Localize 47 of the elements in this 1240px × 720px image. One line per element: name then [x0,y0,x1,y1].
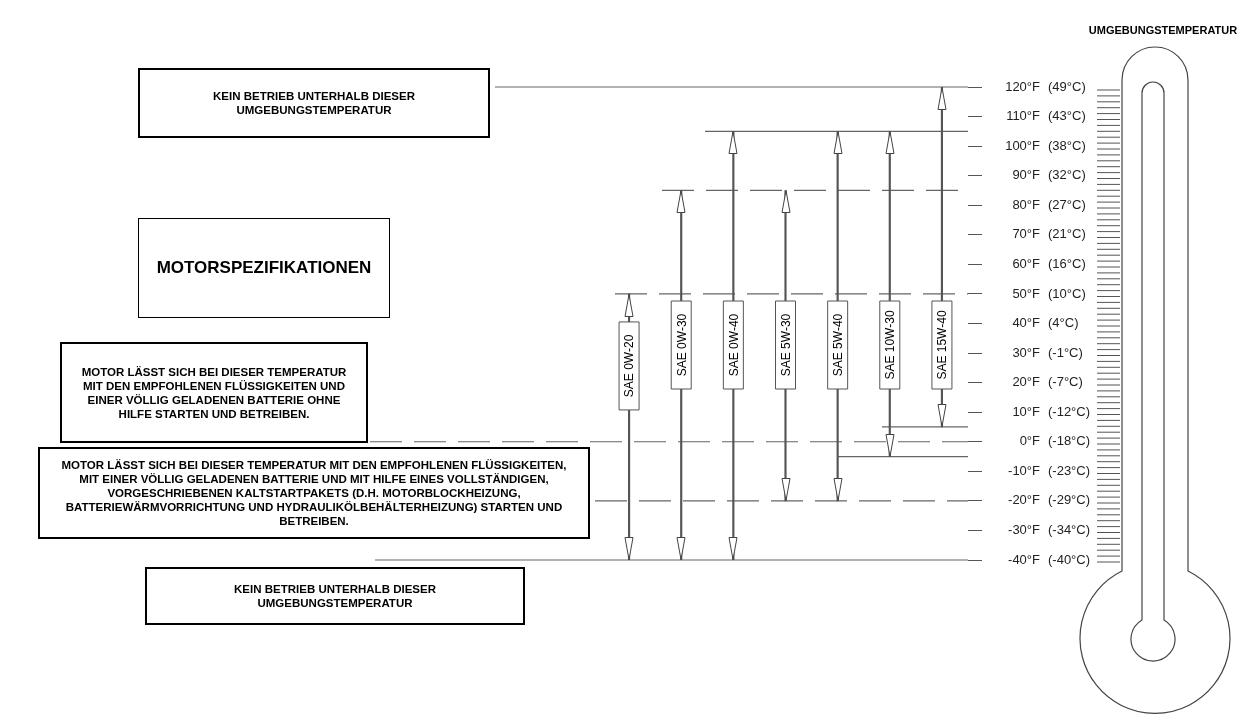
x-tick-label: SAE 15W-40 [935,310,950,380]
text: MOTOR LÄSST SICH BEI DIESER TEMPERATUR MIT DEN EMPFOHLENEN FLÜSSIGKEITEN, MIT EINER VÖLLIG GELADENEN BATTERIE UND MIT HILFE EINES VOLLSTÄNDIGEN, VORGESCHRIEBENEN KALTSTARTPAKETS (D.H. MOTORBLOCKHEIZUNG, BATTERIEWÄRMVORRICHTUNG UND HYDRAULIKÖLBEHÄLTERHEIZUNG) STARTEN UND BETREIBEN. [38,447,590,539]
x-tick-label: SAE 10W-30 [883,310,898,380]
y-tick-label: 0°F [1019,433,1041,449]
text: MOTORSPEZIFIKATIONEN [138,218,390,318]
y2-tick-label: (21°C) [1048,226,1086,242]
y2-tick-label: (16°C) [1048,255,1086,271]
y2-tick-label: (49°C) [1048,78,1086,94]
y-tick-label: 80°F [1012,196,1041,212]
y-tick-label: -30°F [1008,522,1041,538]
y2-tick-label: (-12°C) [1048,403,1091,419]
y-tick-label: 110°F [1006,108,1041,124]
y-tick-label: -40°F [1008,551,1041,567]
y2-tick-label: (-1°C) [1048,344,1083,360]
x-tick-label: SAE 5W-30 [778,313,793,377]
y-tick-label: 60°F [1012,255,1041,271]
y-tick-label: -10°F [1008,462,1041,478]
x-tick-label: SAE 0W-20 [622,334,637,398]
y-tick-label: 10°F [1012,403,1041,419]
y2-tick-label: (-18°C) [1048,433,1091,449]
y2-tick-label: (4°C) [1048,315,1079,331]
y-tick-label: 90°F [1012,167,1041,183]
text: KEIN BETRIEB UNTERHALB DIESER UMGEBUNGSTEMPERATUR [145,567,525,625]
y-tick-label: 20°F [1012,374,1041,390]
y2-tick-label: (43°C) [1048,108,1086,124]
y2-tick-label: (-40°C) [1048,551,1091,567]
x-tick-label: SAE 0W-30 [674,313,689,377]
y-tick-label: 30°F [1012,344,1041,360]
y2-tick-label: (-23°C) [1048,462,1091,478]
y-tick-label: 40°F [1012,315,1041,331]
y2-tick-label: (32°C) [1048,167,1086,183]
text: KEIN BETRIEB UNTERHALB DIESER UMGEBUNGSTEMPERATUR [138,68,490,138]
y-tick-label: 70°F [1012,226,1041,242]
text: UMGEBUNGSTEMPERATUR [1088,24,1238,36]
y2-tick-label: (10°C) [1048,285,1086,301]
y2-tick-label: (27°C) [1048,196,1086,212]
y2-tick-label: (-29°C) [1048,492,1091,508]
x-tick-label: SAE 0W-40 [726,313,741,377]
y-tick-label: 100°F [1005,137,1041,153]
x-tick-label: SAE 5W-40 [830,313,845,377]
y-tick-label: -20°F [1008,492,1041,508]
y2-tick-label: (-7°C) [1048,374,1083,390]
y-tick-label: 120°F [1005,78,1041,94]
y2-tick-label: (38°C) [1048,137,1086,153]
y-tick-label: 50°F [1012,285,1041,301]
y2-tick-label: (-34°C) [1048,521,1091,537]
text: MOTOR LÄSST SICH BEI DIESER TEMPERATUR MIT DEN EMPFOHLENEN FLÜSSIGKEITEN UND EINER VÖLLIG GELADENEN BATTERIE OHNE HILFE STARTEN UND BETREIBEN. [60,342,368,443]
